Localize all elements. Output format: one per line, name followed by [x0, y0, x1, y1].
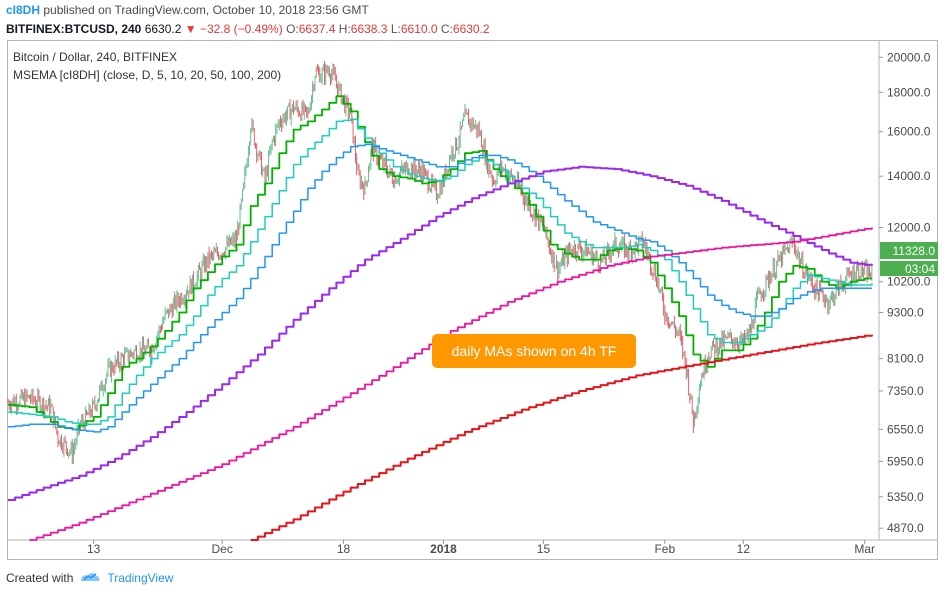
- y-tick-label: 5950.0: [887, 454, 924, 468]
- price-bars: [7, 61, 873, 465]
- tradingview-logo-icon[interactable]: [79, 570, 101, 586]
- y-tick-label: 5350.0: [887, 490, 924, 504]
- y-tick-label: 20000.0: [887, 50, 931, 64]
- x-tick-label: 13: [87, 542, 101, 556]
- moving-averages: [8, 95, 873, 541]
- close-value: 6630.2: [452, 22, 490, 36]
- price-badge-bg: [880, 242, 938, 259]
- created-with-label: Created with: [6, 571, 74, 585]
- ma-line-50: [8, 165, 873, 501]
- author-name[interactable]: cI8DH: [6, 3, 41, 17]
- tradingview-brand[interactable]: TradingView: [107, 571, 174, 585]
- annotation-box: daily MAs shown on 4h TF: [432, 334, 636, 368]
- x-tick-label: Feb: [654, 542, 675, 556]
- ma-line-10: [8, 118, 873, 426]
- y-tick-label: 7350.0: [887, 384, 924, 398]
- y-tick-label: 16000.0: [887, 125, 931, 139]
- timer-badge-bg: [880, 261, 938, 276]
- high-value: 6638.3: [350, 22, 388, 36]
- high-label: H:: [338, 22, 351, 36]
- ma-line-20: [8, 143, 872, 433]
- last-price: 6630.2: [144, 22, 182, 36]
- chart-legend-title: Bitcoin / Dollar, 240, BITFINEX: [13, 50, 178, 64]
- ma-line-200: [250, 334, 873, 541]
- y-tick-label: 4870.0: [887, 521, 924, 535]
- footer: Created with TradingView: [6, 570, 173, 586]
- y-tick-label: 18000.0: [887, 85, 931, 99]
- published-text: published on TradingView.com, October 10…: [43, 3, 369, 17]
- ma-line-100: [29, 227, 873, 541]
- y-tick-label: 6550.0: [887, 422, 924, 436]
- price-badge: 11328.0 03:04: [880, 242, 938, 276]
- y-tick-label: 14000.0: [887, 169, 931, 183]
- x-tick-label: 18: [337, 542, 351, 556]
- price-change: −32.8 (−0.49%): [199, 22, 283, 36]
- annotation-text: daily MAs shown on 4h TF: [452, 343, 617, 359]
- open-label: O:: [286, 22, 299, 36]
- timer-badge-value: 03:04: [905, 262, 935, 276]
- low-value: 6610.0: [400, 22, 438, 36]
- chart-legend-indicator[interactable]: MSEMA [cI8DH] (close, D, 5, 10, 20, 50, …: [13, 68, 282, 82]
- time-axis: 13 Dec 18 2018 15 Feb 12 Mar: [87, 540, 875, 556]
- price-badge-value: 11328.0: [893, 244, 936, 258]
- y-tick-label: 10200.0: [887, 275, 931, 289]
- ma-line-5: [8, 95, 872, 431]
- ohlc-values: O:6637.4 H:6638.3 L:6610.0 C:6630.2: [286, 22, 490, 36]
- symbol-info: BITFINEX:BTCUSD, 240 6630.2 ▼ −32.8 (−0.…: [6, 22, 490, 36]
- x-tick-label: Mar: [854, 542, 875, 556]
- down-arrow-icon: ▼: [184, 22, 197, 36]
- y-tick-label: 9300.0: [887, 306, 924, 320]
- x-tick-label: Dec: [212, 542, 233, 556]
- x-tick-label: 2018: [430, 542, 457, 556]
- close-label: C:: [440, 22, 453, 36]
- symbol-label: BITFINEX:BTCUSD, 240: [6, 22, 142, 36]
- low-label: L:: [390, 22, 401, 36]
- y-tick-label: 8100.0: [887, 352, 924, 366]
- y-tick-label: 12000.0: [887, 221, 931, 235]
- open-value: 6637.4: [298, 22, 336, 36]
- x-tick-label: 12: [737, 542, 751, 556]
- x-tick-label: 15: [537, 542, 551, 556]
- publish-info: cI8DH published on TradingView.com, Octo…: [6, 3, 369, 17]
- annotation-background: [432, 334, 636, 368]
- price-axis: 20000.0 18000.0 16000.0 14000.0 12000.0 10200…: [879, 50, 931, 535]
- chart-frame: [7, 40, 938, 560]
